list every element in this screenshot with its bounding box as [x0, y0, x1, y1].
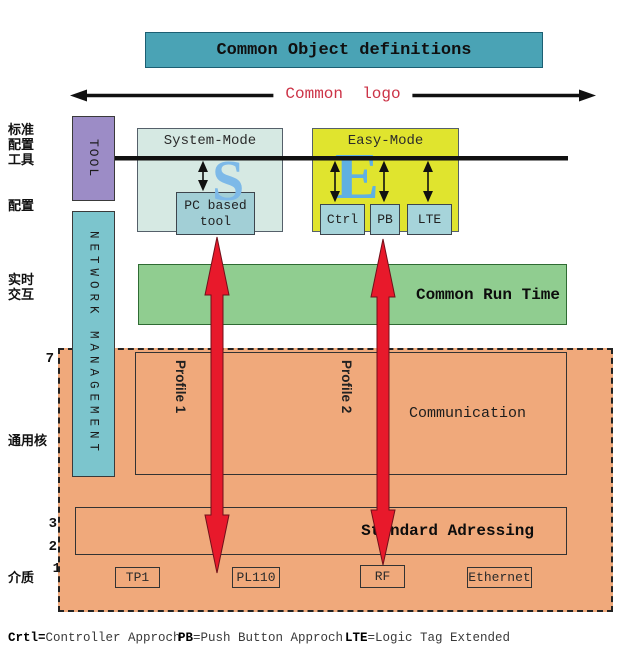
common-run-time-label: Common Run Time	[415, 285, 560, 304]
system-mode-title: System-Mode	[163, 133, 257, 149]
common-object-definitions-label: Common Object definitions	[216, 40, 472, 60]
easy-mode-watermark-e: E	[335, 140, 380, 213]
profile-2-label: Profile 2	[339, 360, 354, 414]
profile-1-label: Profile 1	[173, 360, 188, 414]
media-box-ethernet: Ethernet	[467, 567, 532, 588]
label-config: 配置	[8, 198, 35, 213]
communication-label: Communication	[408, 405, 526, 422]
legend-pb: PB=Push Button Approch	[178, 631, 344, 645]
pc-based-tool-box: PC based tool	[176, 192, 255, 235]
label-standard-config-tools: 标准 配置 工具	[8, 122, 35, 167]
layer-number-7: 7	[45, 351, 54, 367]
media-box-rf: RF	[360, 565, 405, 588]
layer-number-3: 3	[48, 516, 57, 532]
communication-box: Communication	[135, 352, 567, 475]
tool-box-label: TOOL	[86, 138, 101, 179]
network-management-box: NETWORK MANAGEMENT	[72, 211, 115, 477]
label-medium: 介质	[8, 570, 35, 585]
easy-mode-title: Easy-Mode	[347, 133, 424, 149]
easy-mode-box: Easy-Mode E Ctrl PB LTE	[312, 128, 459, 235]
system-mode-box: System-Mode S PC based tool	[137, 128, 283, 235]
standard-addressing-box: Standard Adressing	[75, 507, 567, 555]
layer-number-2: 2	[48, 539, 57, 555]
media-box-tp1: TP1	[115, 567, 160, 588]
tool-box: TOOL	[72, 116, 115, 201]
label-common-core: 通用核	[8, 433, 48, 448]
system-mode-watermark-s: S	[212, 148, 245, 213]
ctrl-chip: Ctrl	[320, 204, 365, 235]
standard-addressing-label: Standard Adressing	[361, 522, 534, 540]
common-run-time-box: Common Run Time	[138, 264, 567, 325]
common-core-area	[58, 348, 613, 612]
legend-lte: LTE=Logic Tag Extended	[345, 631, 511, 645]
media-box-pl110: PL110	[232, 567, 280, 588]
pb-chip: PB	[370, 204, 400, 235]
common-logo-label: Common logo	[273, 85, 413, 103]
layer-number-1: 1	[52, 561, 61, 577]
network-management-label: NETWORK MANAGEMENT	[86, 231, 101, 457]
legend-crtl: Crtl=Controller Approch	[8, 631, 181, 645]
label-realtime-interaction: 实时 交互	[8, 272, 35, 302]
lte-chip: LTE	[407, 204, 452, 235]
common-object-definitions-box: Common Object definitions	[145, 32, 543, 68]
